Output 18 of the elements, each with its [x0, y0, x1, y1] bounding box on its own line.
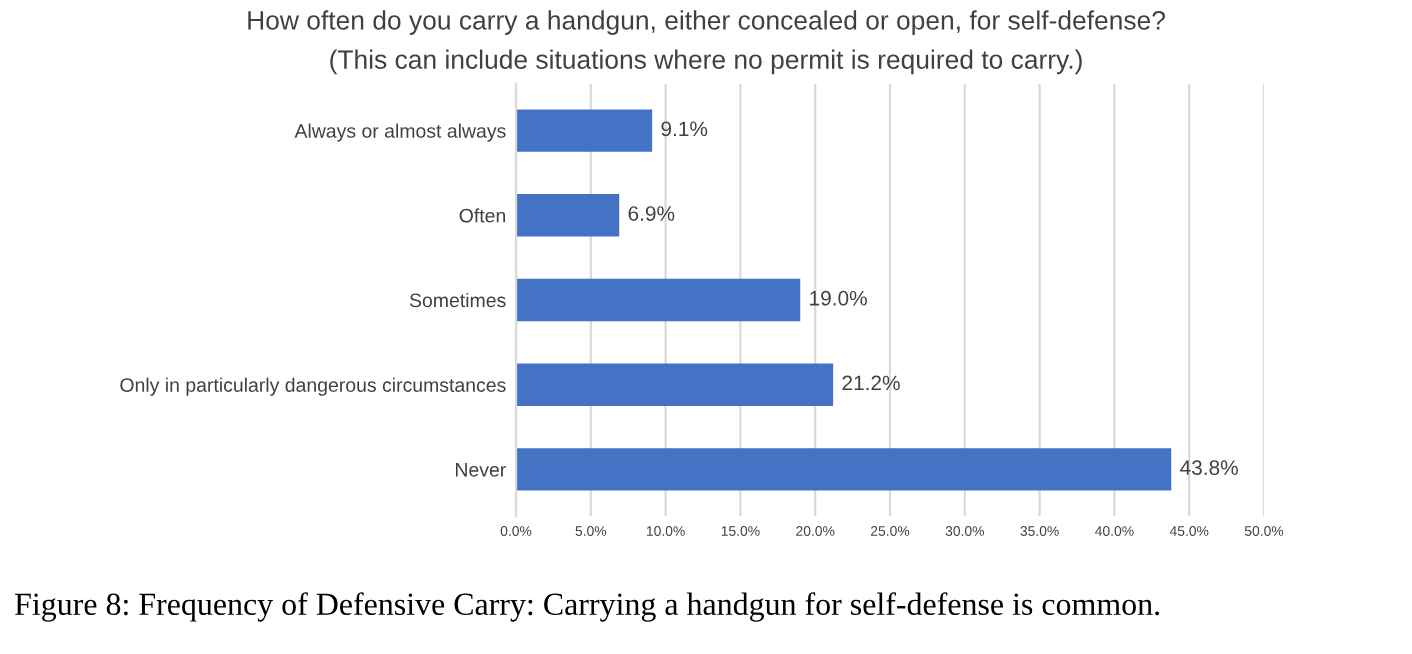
bar — [516, 278, 801, 322]
y-tick-label: Never — [456, 463, 506, 477]
bar — [516, 109, 653, 152]
chart-title: How often do you carry a handgun, either concealed or open, for self-defense? — [248, 10, 1165, 35]
data-label: 43.8% — [1180, 460, 1238, 475]
y-tick-label: Only in particularly dangerous circumstances — [120, 377, 506, 396]
y-tick-label: Sometimes — [409, 292, 506, 308]
chart-subtitle: (This can include situations where no permit is required to carry.) — [330, 49, 1082, 75]
bar — [516, 363, 834, 406]
bar — [516, 448, 1172, 491]
data-label: 19.0% — [810, 290, 867, 306]
y-tick-label: Often — [459, 208, 506, 223]
data-label: 9.1% — [661, 121, 708, 137]
y-tick-label: Always or almost always — [294, 123, 506, 142]
bar — [516, 194, 620, 237]
data-label: 6.9% — [628, 206, 675, 221]
data-label: 21.2% — [842, 375, 900, 391]
caption: Figure 8: Frequency of Defensive Carry: Carrying a handgun for self-defense is common. — [15, 592, 1160, 622]
